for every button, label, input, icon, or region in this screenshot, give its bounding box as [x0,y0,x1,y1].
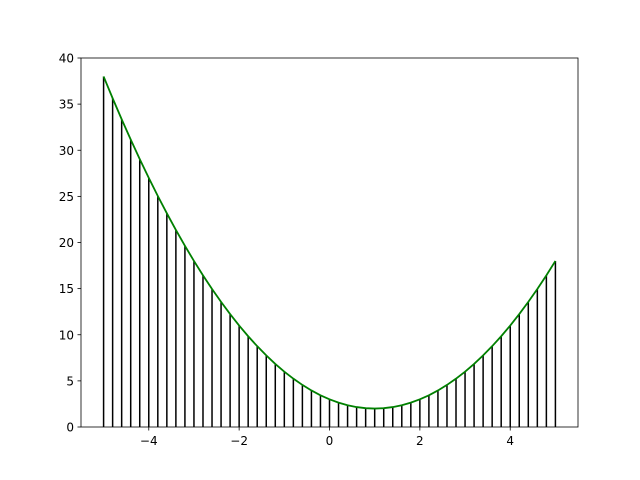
x-tick-label: 4 [506,434,514,448]
y-tick-label: 40 [59,52,74,66]
y-tick-label: 35 [59,98,74,112]
x-tick-label: −4 [140,434,158,448]
y-tick-label: 0 [66,421,74,435]
x-tick-label: −2 [230,434,248,448]
axes-frame [80,57,579,428]
y-tick-label: 15 [59,282,74,296]
y-tick-label: 10 [59,328,74,342]
y-tick-label: 30 [59,144,74,158]
plot-marks [102,76,557,427]
curve-line [102,76,557,410]
x-tick-label: 2 [416,434,424,448]
y-tick-label: 5 [66,374,74,388]
y-tick-label: 20 [59,236,74,250]
y-tick-label: 25 [59,190,74,204]
x-tick-label: 0 [326,434,334,448]
